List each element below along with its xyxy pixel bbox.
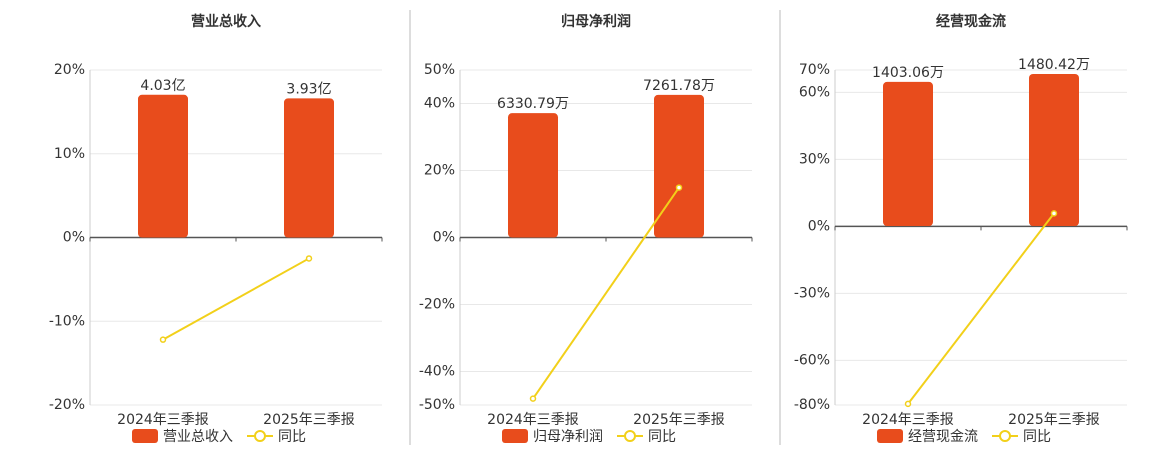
y-tick-label: -50%: [419, 397, 455, 413]
line-marker: [904, 400, 912, 408]
y-tick-label: -20%: [49, 397, 85, 413]
y-tick-label: 70%: [799, 62, 830, 78]
legend-swatch: [132, 429, 158, 443]
x-tick-label: 2024年三季报: [487, 412, 579, 428]
value-label: 1480.42万: [1018, 57, 1090, 73]
y-tick-label: 30%: [799, 151, 830, 167]
y-tick-label: -10%: [49, 313, 85, 329]
y-tick-label: 20%: [54, 62, 85, 78]
line-marker: [159, 336, 167, 343]
y-tick-label: -80%: [794, 397, 830, 413]
chart-title: 营业总收入: [191, 13, 261, 30]
x-tick-label: 2025年三季报: [1008, 412, 1100, 428]
y-tick-label: -40%: [419, 364, 455, 380]
y-tick-label: -20%: [419, 297, 455, 313]
x-tick-label: 2024年三季报: [117, 412, 209, 428]
y-tick-label: 0%: [63, 230, 85, 246]
y-tick-label: -30%: [794, 285, 830, 301]
value-label: 1403.06万: [872, 65, 944, 81]
y-tick-label: 0%: [808, 218, 830, 234]
bar: [654, 94, 704, 238]
x-tick-label: 2025年三季报: [633, 412, 725, 428]
legend-label: 同比: [278, 429, 306, 445]
y-tick-label: 40%: [424, 96, 455, 112]
bar: [1029, 73, 1079, 226]
chart-title: 经营现金流: [936, 13, 1006, 30]
legend-swatch: [502, 429, 528, 443]
line-marker: [1050, 210, 1058, 217]
x-tick-label: 2024年三季报: [862, 412, 954, 428]
bar: [138, 94, 188, 238]
value-label: 3.93亿: [286, 81, 331, 97]
y-tick-label: 50%: [424, 62, 455, 78]
line: [162, 257, 310, 341]
value-label: 4.03亿: [140, 78, 185, 94]
y-tick-label: 0%: [433, 230, 455, 246]
bar: [508, 113, 558, 238]
legend-label: 归母净利润: [533, 428, 603, 445]
legend-swatch: [877, 429, 903, 443]
y-tick-label: -60%: [794, 352, 830, 368]
x-tick-label: 2025年三季报: [263, 412, 355, 428]
chart-title: 归母净利润: [561, 13, 631, 30]
legend-swatch: [999, 430, 1011, 442]
y-tick-label: 20%: [424, 163, 455, 179]
value-label: 6330.79万: [497, 96, 569, 112]
line: [907, 212, 1055, 405]
legend-label: 同比: [648, 429, 676, 445]
line: [532, 187, 680, 400]
bar: [284, 98, 334, 238]
bar: [883, 81, 933, 226]
y-tick-label: 10%: [54, 146, 85, 162]
legend-label: 同比: [1023, 429, 1051, 445]
line-marker: [305, 255, 313, 262]
legend-swatch: [254, 430, 266, 442]
legend-label: 经营现金流: [908, 429, 978, 445]
line-marker: [529, 395, 537, 402]
line-marker: [675, 184, 683, 191]
legend-label: 营业总收入: [163, 429, 233, 445]
y-tick-label: 60%: [799, 84, 830, 100]
legend-swatch: [624, 430, 636, 442]
value-label: 7261.78万: [643, 78, 715, 94]
